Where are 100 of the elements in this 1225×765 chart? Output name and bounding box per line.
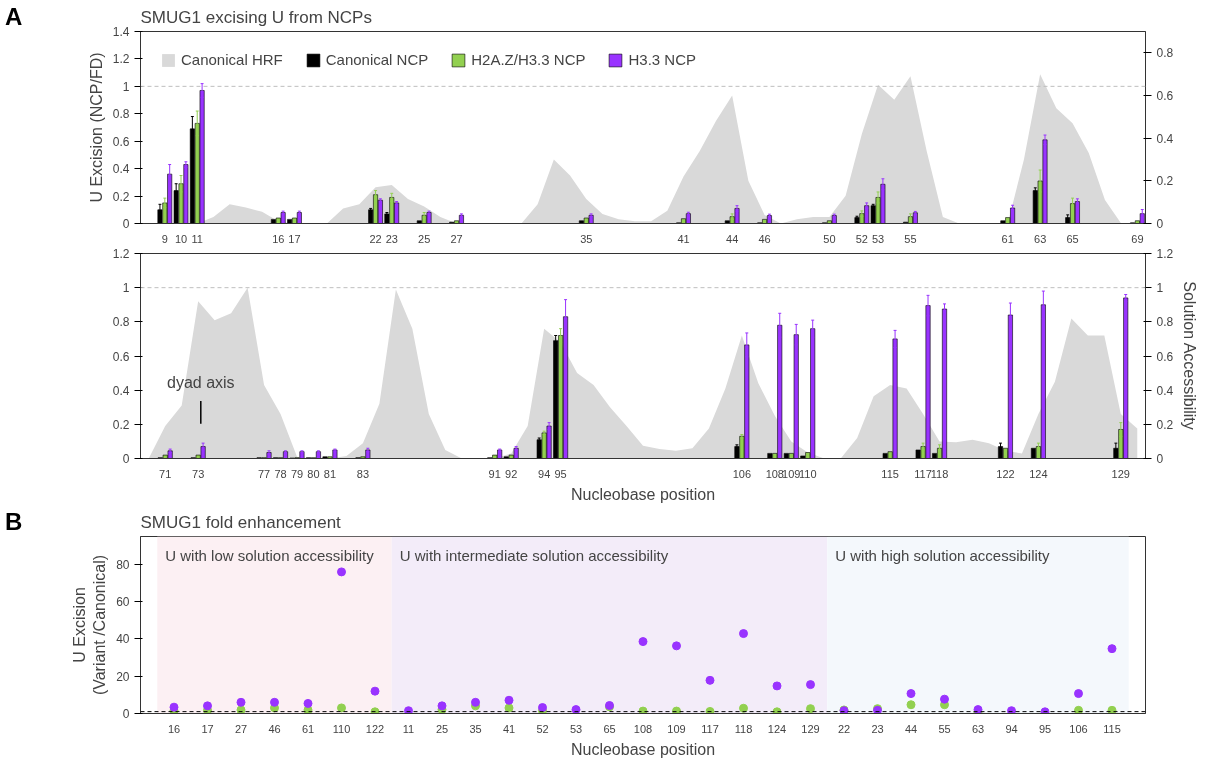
x-tick-label: 10 xyxy=(174,232,188,245)
x-tick-label: 23 xyxy=(871,722,884,735)
x-tick-label: 11 xyxy=(402,722,415,735)
y-tick-label: 0.6 xyxy=(112,349,130,364)
x-tick-label: 53 xyxy=(871,232,885,245)
legend-label: H2A.Z/H3.3 NCP xyxy=(471,51,586,68)
y2-tick-label: 0.2 xyxy=(1156,417,1174,432)
x-tick-label: 129 xyxy=(1111,467,1130,480)
x-tick-label: 79 xyxy=(290,467,304,480)
x-tick-label: 108 xyxy=(633,722,653,735)
x-axis-title: Nucleobase position xyxy=(570,485,716,503)
x-tick-label: 109 xyxy=(782,467,801,480)
y-tick-label: 1.2 xyxy=(112,247,130,261)
x-tick-label: 22 xyxy=(369,232,382,245)
y-tick-label: 0 xyxy=(122,707,130,721)
y2-tick-label: 0.6 xyxy=(1156,89,1174,103)
y-tick-label: 1.4 xyxy=(112,25,130,39)
chart-title: SMUG1 excising U from NCPs xyxy=(140,7,372,27)
x-tick-label: 108 xyxy=(765,467,784,480)
x-tick-label: 129 xyxy=(801,722,820,735)
x-tick-label: 124 xyxy=(767,722,787,735)
x-tick-label: 95 xyxy=(554,467,567,480)
x-tick-label: 117 xyxy=(914,467,932,480)
text: A xyxy=(5,2,23,32)
x-tick-label: 80 xyxy=(307,467,320,480)
x-tick-label: 91 xyxy=(488,467,501,480)
y2-tick-label: 0.8 xyxy=(1156,46,1174,61)
y2-tick-label: 0.4 xyxy=(1156,131,1174,146)
x-tick-label: 109 xyxy=(667,722,686,735)
x-tick-label: 118 xyxy=(734,722,753,735)
x-tick-label: 23 xyxy=(385,232,398,245)
x-tick-label: 81 xyxy=(323,467,337,480)
x-tick-label: 55 xyxy=(904,232,917,245)
y-tick-label: 0.6 xyxy=(112,134,130,149)
x-tick-label: 73 xyxy=(192,467,205,480)
text: B xyxy=(5,507,23,537)
x-tick-label: 50 xyxy=(823,232,836,245)
x-tick-label: 115 xyxy=(1103,722,1121,735)
y-tick-label: 0.2 xyxy=(112,189,130,204)
x-tick-label: 77 xyxy=(257,467,271,480)
x-tick-label: 65 xyxy=(603,722,616,735)
annotation: dyad axis xyxy=(167,373,235,391)
x-tick-label: 41 xyxy=(502,722,516,735)
y2-tick-label: 0.4 xyxy=(1156,383,1174,398)
y-tick-label: 1.2 xyxy=(112,52,130,67)
y-tick-label: 1 xyxy=(122,79,130,94)
y-tick-label: 40 xyxy=(116,632,130,647)
band-label: U with intermediate solution accessibility xyxy=(399,546,669,564)
x-tick-label: 83 xyxy=(356,467,370,480)
y2-tick-label: 0 xyxy=(1156,217,1164,231)
y2-tick-label: 0.8 xyxy=(1156,315,1174,330)
x-tick-label: 44 xyxy=(726,232,739,245)
x-axis-title: Nucleobase position xyxy=(570,740,716,758)
x-tick-label: 110 xyxy=(332,722,351,735)
x-tick-label: 17 xyxy=(288,232,301,245)
y-tick-label: 0.8 xyxy=(112,107,130,122)
x-tick-label: 55 xyxy=(938,722,951,735)
x-tick-label: 65 xyxy=(1066,232,1079,245)
x-tick-label: 22 xyxy=(837,722,851,735)
x-tick-label: 94 xyxy=(1005,722,1018,735)
y-tick-label: 60 xyxy=(116,595,130,610)
x-tick-label: 118 xyxy=(930,467,949,480)
x-tick-label: 63 xyxy=(1034,232,1047,245)
x-tick-label: 16 xyxy=(272,232,285,245)
x-tick-label: 11 xyxy=(191,232,203,245)
y-tick-label: 0.2 xyxy=(112,417,130,432)
x-tick-label: 27 xyxy=(234,722,248,735)
y-tick-label: 0 xyxy=(122,217,130,231)
x-tick-label: 25 xyxy=(418,232,431,245)
x-tick-label: 61 xyxy=(1001,232,1014,245)
legend-label: Canonical HRF xyxy=(181,51,283,68)
x-tick-label: 53 xyxy=(569,722,583,735)
x-tick-label: 46 xyxy=(758,232,771,245)
y2-tick-label: 1.2 xyxy=(1156,247,1174,261)
x-tick-label: 63 xyxy=(971,722,985,735)
x-tick-label: 94 xyxy=(538,467,551,480)
x-tick-label: 41 xyxy=(677,232,690,245)
x-tick-label: 27 xyxy=(450,232,463,245)
y2-axis-title: Solution Accessibility xyxy=(1181,281,1199,430)
y-tick-label: 0 xyxy=(122,452,130,466)
x-tick-label: 46 xyxy=(268,722,281,735)
y-tick-label: 1 xyxy=(122,281,130,296)
band-label: U with high solution accessibility xyxy=(835,546,1051,564)
x-tick-label: 115 xyxy=(881,467,899,480)
x-tick-label: 61 xyxy=(301,722,315,735)
y-tick-label: 80 xyxy=(116,557,130,572)
x-tick-label: 17 xyxy=(201,722,214,735)
legend-label: H3.3 NCP xyxy=(628,51,696,68)
x-tick-label: 52 xyxy=(855,232,868,245)
x-tick-label: 106 xyxy=(1069,722,1088,735)
x-tick-label: 25 xyxy=(435,722,449,735)
y2-tick-label: 1 xyxy=(1156,281,1164,296)
x-tick-label: 78 xyxy=(274,467,287,480)
x-tick-label: 92 xyxy=(505,467,518,480)
band-label: U with low solution accessibility xyxy=(165,546,375,564)
x-tick-label: 52 xyxy=(536,722,549,735)
x-tick-label: 124 xyxy=(1029,467,1048,480)
y-tick-label: 0.4 xyxy=(112,162,130,177)
x-tick-label: 95 xyxy=(1038,722,1052,735)
y2-tick-label: 0.2 xyxy=(1156,174,1174,189)
